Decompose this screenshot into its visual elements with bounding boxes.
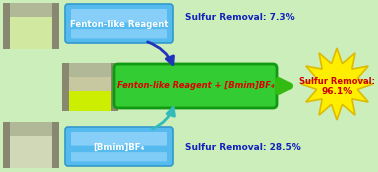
- Bar: [62, 63, 118, 111]
- Bar: [69, 77, 111, 91]
- Bar: [62, 63, 69, 111]
- Polygon shape: [301, 48, 373, 120]
- FancyBboxPatch shape: [65, 4, 173, 43]
- Bar: [3, 3, 59, 49]
- Text: Sulfur Removal: 7.3%: Sulfur Removal: 7.3%: [185, 13, 294, 23]
- Bar: [3, 122, 59, 168]
- FancyBboxPatch shape: [114, 64, 277, 108]
- Bar: [111, 63, 118, 111]
- Bar: [3, 3, 10, 49]
- Bar: [52, 122, 59, 168]
- Bar: [69, 91, 111, 111]
- Text: Fenton-like Reagent: Fenton-like Reagent: [70, 20, 168, 29]
- FancyBboxPatch shape: [71, 29, 167, 38]
- Bar: [10, 136, 52, 168]
- Text: Fenton-like Reagent + [Bmim]BF₄: Fenton-like Reagent + [Bmim]BF₄: [117, 82, 274, 90]
- Bar: [3, 122, 10, 168]
- Bar: [69, 63, 111, 77]
- Bar: [10, 122, 52, 136]
- Text: [Bmim]BF₄: [Bmim]BF₄: [93, 143, 145, 152]
- Text: Sulfur Removal:: Sulfur Removal:: [299, 78, 375, 87]
- Bar: [10, 3, 52, 17]
- FancyBboxPatch shape: [71, 9, 167, 23]
- Text: Sulfur Removal: 28.5%: Sulfur Removal: 28.5%: [185, 143, 301, 153]
- Bar: [52, 3, 59, 49]
- FancyBboxPatch shape: [71, 152, 167, 161]
- FancyBboxPatch shape: [65, 127, 173, 166]
- Text: 96.1%: 96.1%: [321, 88, 353, 96]
- FancyBboxPatch shape: [71, 132, 167, 146]
- Bar: [10, 17, 52, 49]
